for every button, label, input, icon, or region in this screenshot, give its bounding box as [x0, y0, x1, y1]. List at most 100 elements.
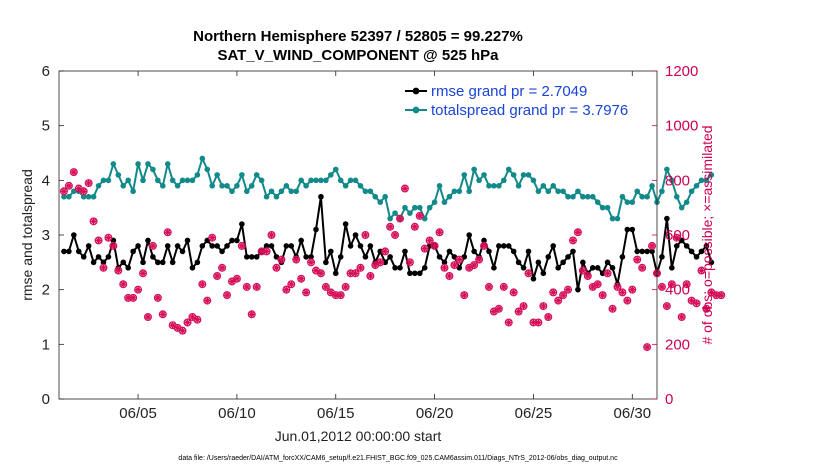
totalspread-point — [599, 204, 606, 211]
rmse-point — [387, 254, 393, 260]
totalspread-point — [629, 199, 636, 205]
rmse-point — [150, 254, 156, 260]
totalspread-point — [456, 188, 463, 195]
obs-point — [351, 269, 360, 278]
totalspread-point — [258, 177, 265, 184]
totalspread-point — [416, 204, 423, 211]
obs-point — [405, 258, 414, 267]
obs-point — [193, 315, 202, 324]
y-tick-label: 5 — [42, 118, 50, 135]
totalspread-point — [451, 188, 458, 195]
totalspread-point — [466, 188, 472, 195]
obs-point — [79, 187, 88, 196]
rmse-point — [525, 248, 532, 255]
rmse-point — [659, 254, 665, 260]
rmse-point — [683, 243, 690, 249]
obs-point — [114, 266, 123, 275]
totalspread-point — [476, 177, 482, 184]
rmse-point — [664, 215, 670, 222]
rmse-point — [313, 226, 319, 233]
y-tick-label: 2 — [42, 282, 50, 299]
totalspread-point — [535, 188, 542, 195]
obs-point — [455, 255, 464, 264]
y-right-tick-label: 1000 — [665, 118, 698, 135]
obs-point — [396, 214, 405, 223]
rmse-point — [560, 259, 566, 266]
rmse-point — [66, 248, 72, 255]
totalspread-point — [673, 193, 680, 200]
rmse-point — [209, 243, 216, 249]
obs-point — [208, 233, 217, 242]
obs-point — [702, 304, 711, 313]
rmse-point — [412, 270, 418, 277]
totalspread-point — [95, 183, 102, 189]
obs-point — [484, 282, 493, 291]
obs-point — [524, 269, 533, 278]
obs-point — [287, 280, 296, 289]
x-tick-label: 06/30 — [614, 405, 652, 422]
obs-point — [504, 318, 513, 327]
totalspread-point — [412, 204, 418, 211]
obs-point — [134, 285, 143, 294]
y-right-tick-label: 800 — [665, 172, 690, 189]
y-right-tick-label: 400 — [665, 282, 690, 299]
totalspread-point — [570, 193, 576, 200]
totalspread-point — [224, 183, 230, 189]
rmse-point — [352, 232, 359, 238]
rmse-point — [708, 259, 715, 266]
rmse-point — [535, 259, 542, 266]
totalspread-point — [634, 188, 641, 195]
x-tick-label: 06/05 — [119, 405, 157, 422]
rmse-point — [332, 270, 339, 277]
rmse-point — [639, 248, 645, 255]
rmse-point — [515, 259, 522, 266]
rmse-point — [589, 265, 596, 271]
totalspread-point — [135, 161, 141, 167]
x-tick-label: 06/20 — [416, 405, 454, 422]
rmse-point — [570, 248, 576, 255]
obs-point — [662, 302, 671, 311]
rmse-point — [214, 243, 220, 249]
rmse-point — [169, 259, 176, 266]
totalspread-point — [659, 188, 665, 195]
obs-point — [559, 291, 568, 300]
rmse-point — [669, 265, 675, 271]
obs-point — [425, 236, 434, 245]
totalspread-point — [550, 183, 557, 189]
rmse-point — [71, 232, 77, 238]
obs-point — [618, 288, 627, 297]
rmse-point — [224, 243, 230, 249]
rmse-point — [496, 243, 502, 249]
obs-point — [213, 272, 222, 281]
obs-point — [717, 291, 726, 300]
rmse-point — [580, 259, 586, 266]
rmse-point — [90, 259, 97, 266]
totalspread-point — [436, 183, 443, 189]
rmse-point — [362, 254, 369, 260]
obs-point — [139, 269, 148, 278]
totalspread-point — [253, 172, 260, 178]
totalspread-point — [402, 204, 408, 211]
obs-point — [267, 231, 276, 240]
totalspread-point — [387, 215, 393, 222]
totalspread-point — [244, 188, 250, 195]
y-axis-left: 0 1 2 3 4 5 6 — [42, 63, 64, 408]
totalspread-point — [664, 166, 670, 173]
x-tick-label: 06/25 — [515, 405, 553, 422]
rmse-point — [688, 248, 695, 255]
totalspread-point — [688, 188, 695, 195]
y-right-tick-label: 1200 — [665, 63, 698, 80]
rmse-point — [481, 237, 487, 244]
totalspread-point — [209, 183, 216, 189]
totalspread-point — [619, 193, 626, 200]
rmse-point — [545, 254, 552, 260]
rmse-point — [486, 248, 492, 255]
x-tick-label: 06/10 — [218, 405, 256, 422]
obs-point — [564, 285, 573, 294]
obs-point — [539, 302, 548, 311]
legend-box — [400, 79, 640, 123]
obs-point — [391, 231, 400, 240]
obs-point — [430, 241, 439, 250]
totalspread-point — [85, 193, 92, 200]
obs-point — [316, 269, 325, 278]
